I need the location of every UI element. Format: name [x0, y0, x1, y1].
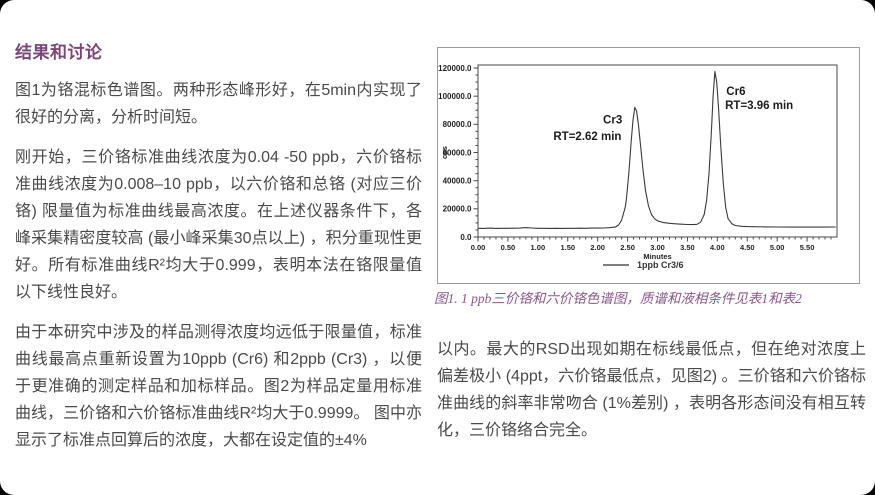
y-tick-label: 40000.0: [443, 176, 472, 185]
x-tick-label: 3.00: [650, 243, 665, 252]
y-tick-label: 20000.0: [443, 205, 472, 214]
section-heading: 结果和讨论: [15, 43, 103, 62]
x-tick-label: 5.00: [770, 243, 785, 252]
y-tick-label: 80000.0: [443, 120, 472, 129]
legend-label: 1ppb Cr3/6: [637, 260, 684, 270]
paragraph-rsd-discussion: 以内。最大的RSD出现如期在标线最低点，但在绝对浓度上偏差极小 (4ppt，六价…: [437, 341, 866, 439]
peak-annotation: RT=3.96 min: [725, 100, 793, 112]
x-tick-label: 4.00: [710, 243, 725, 252]
right-column: 0.0 20000.0 40000.0 60000.0 80000.0 100000.0 1…: [434, 47, 866, 457]
left-column: 结果和讨论 图1为铬混标色谱图。两种形态峰形好，在5min内实现了很好的分离，分…: [15, 38, 422, 467]
x-tick-label: 4.50: [740, 243, 755, 252]
y-axis-title: cps: [440, 146, 449, 159]
y-tick-label: 120000.0: [438, 64, 472, 73]
peak-annotation: Cr6: [726, 86, 745, 98]
x-tick-label: 1.00: [531, 243, 546, 252]
paragraph-calibration-range: 刚开始，三价铬标准曲线浓度为0.04 -50 ppb，六价铬标准曲线浓度为0.0…: [15, 149, 422, 301]
plot-frame: [477, 64, 838, 238]
chromatogram-figure: 0.0 20000.0 40000.0 60000.0 80000.0 100000.0 1…: [437, 47, 860, 284]
peak-annotation: Cr3: [603, 115, 622, 127]
y-tick-label: 0.0: [460, 233, 472, 242]
x-tick-label: 1.50: [560, 243, 575, 252]
paragraph-recalibration: 由于本研究中涉及的样品测得浓度均远低于限量值，标准曲线最高点重新设置为10ppb…: [15, 324, 422, 449]
figure-caption: 图1. 1 ppb三价铬和六价铬色谱图，质谱和液相条件见表1和表2: [434, 291, 802, 306]
x-axis-title: Minutes: [643, 252, 671, 261]
y-tick-label: 60000.0: [443, 148, 472, 157]
paragraph-figure1-intro: 图1为铬混标色谱图。两种形态峰形好，在5min内实现了很好的分离，分析时间短。: [15, 82, 422, 126]
x-tick-label: 0.00: [471, 243, 486, 252]
x-tick-label: 0.50: [501, 243, 516, 252]
x-tick-label: 3.50: [680, 243, 695, 252]
x-tick-label: 2.00: [590, 243, 605, 252]
chromatogram-trace: [477, 70, 836, 229]
x-tick-label: 5.50: [800, 243, 815, 252]
chromatogram-chart: 0.0 20000.0 40000.0 60000.0 80000.0 100000.0 1…: [438, 64, 838, 270]
y-tick-label: 100000.0: [438, 92, 472, 101]
peak-annotation: RT=2.62 min: [553, 131, 621, 143]
x-tick-label: 2.50: [620, 243, 635, 252]
